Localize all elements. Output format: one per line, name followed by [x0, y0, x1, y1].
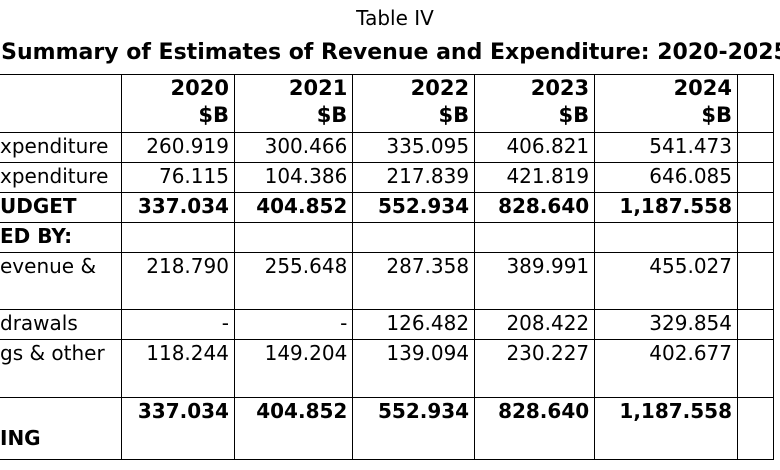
table-cell-cropped — [737, 132, 774, 163]
table-cell: - — [233, 309, 354, 340]
table-cell — [594, 222, 739, 253]
table-cell: 208.422 — [474, 309, 596, 340]
table-cell: 406.821 — [474, 132, 596, 163]
table-cell: 337.034 — [120, 397, 235, 460]
table-cell: 402.677 — [594, 339, 739, 398]
header-year: 2023 — [530, 76, 590, 100]
table-cell: 118.244 — [120, 339, 235, 398]
header-cell-2024: 2024 $B — [594, 74, 739, 133]
table-row: evenue & 218.790 255.648 287.358 389.991… — [0, 252, 774, 310]
table-cell: 300.466 — [233, 132, 354, 163]
row-label: ED BY: — [0, 222, 122, 253]
table-cell: 104.386 — [233, 162, 354, 193]
table-cell-cropped — [737, 162, 774, 193]
header-year: 2020 — [170, 76, 229, 100]
table-cell: 389.991 — [474, 252, 596, 310]
header-label-cell — [0, 74, 122, 133]
header-cell-2020: 2020 $B — [120, 74, 235, 133]
table-cell — [233, 222, 354, 253]
header-year: 2022 — [410, 76, 470, 100]
total-budget-row: UDGET 337.034 404.852 552.934 828.640 1,… — [0, 192, 774, 223]
header-cell-2022: 2022 $B — [352, 74, 476, 133]
table-label: Table IV — [356, 6, 434, 30]
table-cell: 230.227 — [474, 339, 596, 398]
financed-by-row: ED BY: — [0, 222, 774, 253]
table-cell — [352, 222, 476, 253]
table-cell: 828.640 — [474, 397, 596, 460]
table-cell: 404.852 — [233, 397, 354, 460]
table-cell: 552.934 — [352, 397, 476, 460]
header-cell-2021: 2021 $B — [233, 74, 354, 133]
header-unit: $B — [558, 103, 590, 127]
table-cell: 404.852 — [233, 192, 354, 223]
table-cell: - — [120, 309, 235, 340]
table-row: drawals - - 126.482 208.422 329.854 — [0, 309, 774, 340]
row-label: ING — [0, 397, 122, 460]
header-unit: $B — [438, 103, 470, 127]
table-cell: 455.027 — [594, 252, 739, 310]
row-label: evenue & — [0, 252, 122, 310]
table-cell: 421.819 — [474, 162, 596, 193]
header-cell-2023: 2023 $B — [474, 74, 596, 133]
table-cell: 552.934 — [352, 192, 476, 223]
table-cell: 828.640 — [474, 192, 596, 223]
row-label: UDGET — [0, 192, 122, 223]
table-cell: 139.094 — [352, 339, 476, 398]
table-cell-cropped — [737, 339, 774, 398]
table-cell: 149.204 — [233, 339, 354, 398]
header-row: 2020 $B 2021 $B 2022 $B 2023 $B 2024 $ — [0, 74, 774, 133]
table-cell: 126.482 — [352, 309, 476, 340]
table-cell: 329.854 — [594, 309, 739, 340]
table-cell: 218.790 — [120, 252, 235, 310]
table-cell: 646.085 — [594, 162, 739, 193]
table-cell-cropped — [737, 397, 774, 460]
header-unit: $B — [701, 103, 733, 127]
table-cell: 1,187.558 — [594, 397, 739, 460]
row-label: xpenditure — [0, 162, 122, 193]
table-cell-cropped — [737, 309, 774, 340]
table-title: Summary of Estimates of Revenue and Expe… — [1, 40, 780, 65]
total-financing-row: ING 337.034 404.852 552.934 828.640 1,18… — [0, 397, 774, 460]
row-label: gs & other — [0, 339, 122, 398]
table-cell: 76.115 — [120, 162, 235, 193]
header-year: 2024 — [673, 76, 733, 100]
table-cell: 541.473 — [594, 132, 739, 163]
header-year: 2021 — [288, 76, 348, 100]
table-cell: 260.919 — [120, 132, 235, 163]
header-cell-cropped — [737, 74, 774, 133]
header-unit: $B — [316, 103, 348, 127]
estimates-table: 2020 $B 2021 $B 2022 $B 2023 $B 2024 $ — [0, 74, 774, 460]
table-cell: 337.034 — [120, 192, 235, 223]
table-row: xpenditure 260.919 300.466 335.095 406.8… — [0, 132, 774, 163]
table-row: xpenditure 76.115 104.386 217.839 421.81… — [0, 162, 774, 193]
table-cell — [474, 222, 596, 253]
table-cell-cropped — [737, 192, 774, 223]
table-cell: 287.358 — [352, 252, 476, 310]
table-cell: 1,187.558 — [594, 192, 739, 223]
row-label: drawals — [0, 309, 122, 340]
table-cell: 255.648 — [233, 252, 354, 310]
table-cell-cropped — [737, 222, 774, 253]
table-cell-cropped — [737, 252, 774, 310]
header-unit: $B — [198, 103, 229, 127]
table-row: gs & other 118.244 149.204 139.094 230.2… — [0, 339, 774, 398]
table-cell: 335.095 — [352, 132, 476, 163]
table-cell: 217.839 — [352, 162, 476, 193]
row-label: xpenditure — [0, 132, 122, 163]
table-cell — [120, 222, 235, 253]
